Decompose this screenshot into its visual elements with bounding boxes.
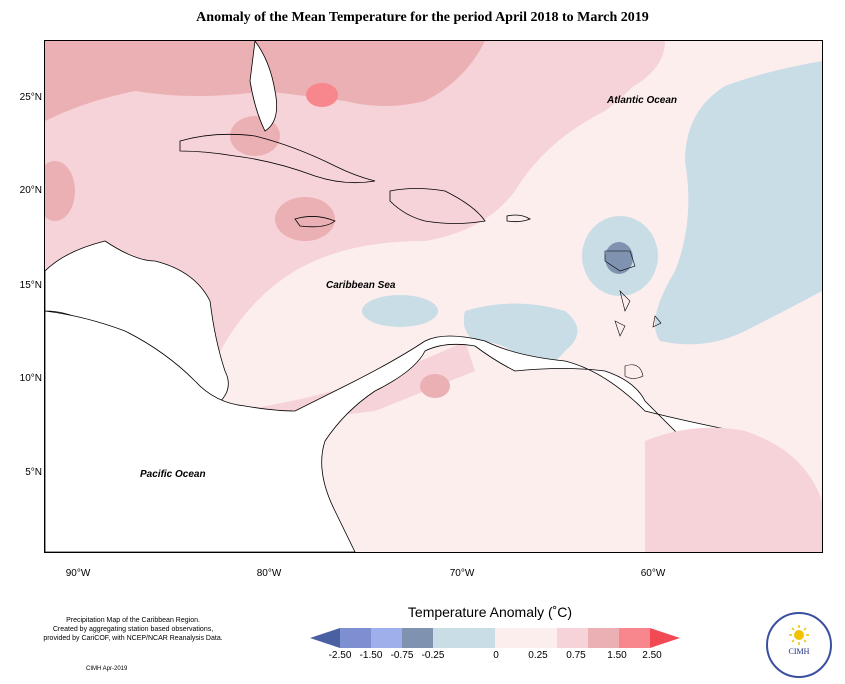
island-puerto-rico [506,214,531,223]
legend-swatch [340,628,371,648]
lat-tick-5: 5°N [25,467,42,478]
legend-swatch [619,628,650,648]
island-trinidad [624,364,644,379]
sun-icon [789,625,809,645]
legend-title: Temperature Anomaly (˚C) [407,604,573,620]
island-st-lucia [614,320,626,337]
lat-tick-25: 25°N [19,92,42,103]
legend-swatch [495,628,557,648]
anomaly-cold-spot-antilles [605,242,633,274]
logo-text: CIMH [788,647,810,656]
lon-tick-80: 80°W [256,568,282,579]
anomaly-cool-zone-southern-caribbean [463,303,578,367]
anomaly-cool-zone-atlantic [655,61,822,345]
island-guadeloupe [604,250,636,272]
legend-label: 0 [493,650,499,661]
lon-tick-90: 90°W [65,568,91,579]
lon-tick-70: 70°W [449,568,475,579]
legend-swatch-below-min [310,628,340,648]
map-panel: Atlantic Ocean Caribbean Sea Pacific Oce… [44,40,823,553]
lat-tick-10: 10°N [19,373,42,384]
anomaly-warm-zone-guianas [645,427,822,552]
legend-swatch [588,628,619,648]
anomaly-warm-zone-jamaica [275,197,335,241]
legend-swatch [557,628,588,648]
land-florida [249,41,278,132]
island-hispaniola [389,188,486,224]
legend-label: 1.50 [607,650,627,661]
legend-label: -0.75 [390,650,414,661]
map-title: Anomaly of the Mean Temperature for the … [196,10,649,25]
label-caribbean-sea: Caribbean Sea [326,280,396,291]
lon-tick-60: 60°W [640,568,666,579]
legend-label: -0.25 [421,650,445,661]
anomaly-warm-zone-venezuela [420,374,450,398]
lat-tick-15: 15°N [19,280,42,291]
legend-label: 0.25 [528,650,548,661]
legend-label: 0.75 [566,650,586,661]
anomaly-cool-zone-central-caribbean [362,295,438,327]
label-pacific-ocean: Pacific Ocean [140,469,206,480]
note-line: Created by aggregating station based obs… [52,626,214,633]
island-barbados [652,315,662,328]
anomaly-warm-zone-yucatan [45,161,75,221]
legend-swatch [402,628,433,648]
footer-credit: CIMH Apr-2019 [86,666,128,672]
island-martinique [619,290,631,312]
legend-label: 2.50 [642,650,662,661]
island-cuba [179,133,376,184]
legend-colorbar [310,628,680,648]
cimh-logo: CIMH [766,612,832,678]
anomaly-hot-spot-bahamas [306,83,338,107]
anomaly-map [45,41,822,552]
map-note: Precipitation Map of the Caribbean Regio… [18,616,248,643]
note-line: provided by CariCOF, with NCEP/NCAR Rean… [43,635,223,642]
label-atlantic-ocean: Atlantic Ocean [607,95,678,106]
legend-swatch-above-max [650,628,680,648]
legend-label: -2.50 [328,650,352,661]
legend-label: -1.50 [359,650,383,661]
legend-swatch [433,628,495,648]
note-line: Precipitation Map of the Caribbean Regio… [66,617,200,624]
lat-tick-20: 20°N [19,185,42,196]
legend-swatch [371,628,402,648]
island-jamaica [294,216,336,228]
